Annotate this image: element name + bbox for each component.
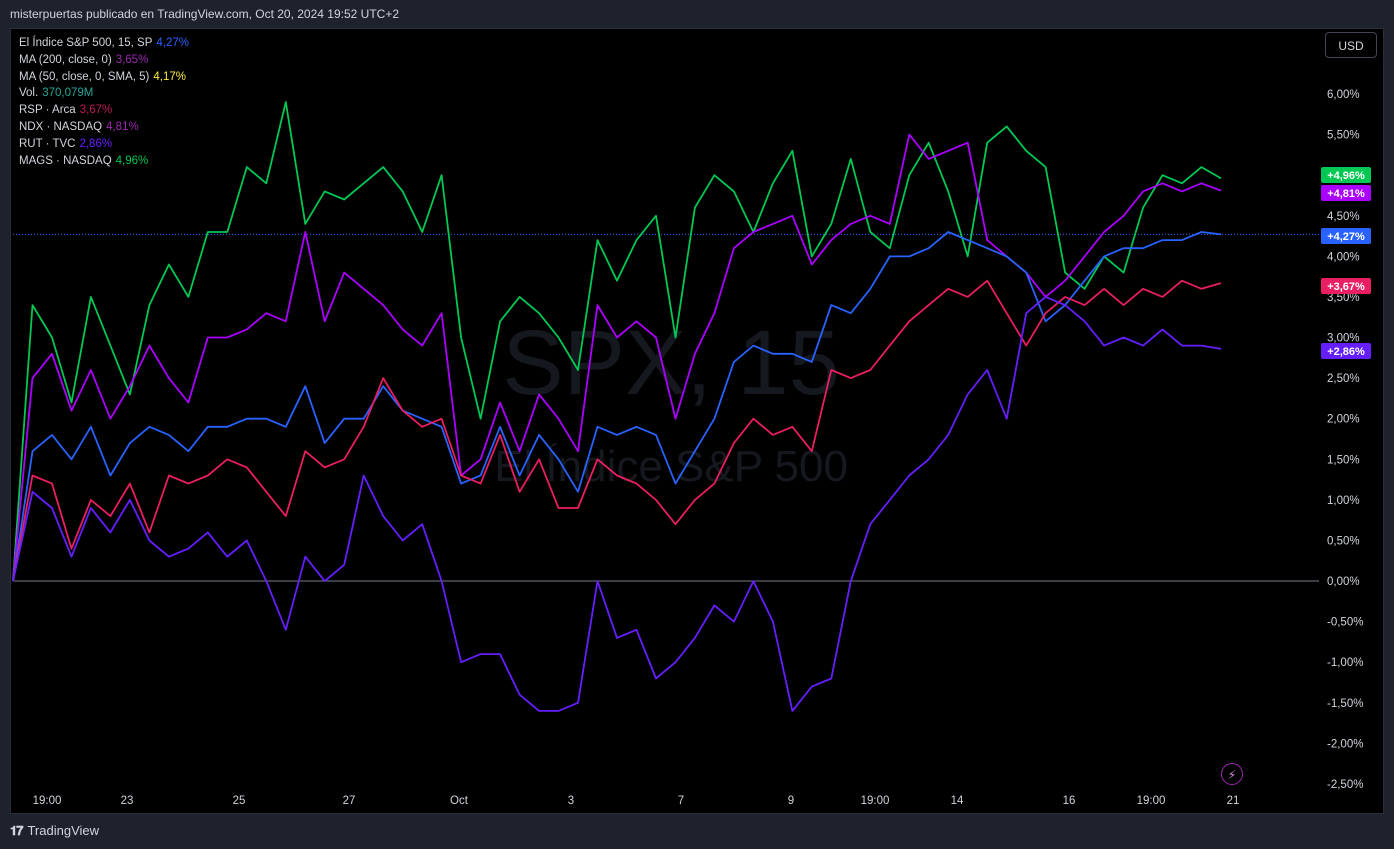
- legend-row[interactable]: NDX · NASDAQ 4,81%: [19, 119, 189, 136]
- footer: 𝟏𝟕 TradingView: [10, 820, 99, 842]
- series-line-3: [12, 279, 1222, 582]
- y-tick-label: -1,00%: [1327, 657, 1363, 669]
- series-line-0: [12, 101, 1222, 582]
- y-tick-label: 2,00%: [1327, 414, 1360, 426]
- y-tick-label: 0,00%: [1327, 576, 1360, 588]
- lightning-icon[interactable]: ⚡: [1221, 763, 1243, 785]
- x-tick-label: 19:00: [1137, 795, 1166, 807]
- currency-button[interactable]: USD: [1325, 32, 1377, 58]
- legend-row[interactable]: RUT · TVC 2,86%: [19, 136, 189, 153]
- legend-label: RUT · TVC: [19, 137, 76, 150]
- y-tick-label: -1,50%: [1327, 698, 1363, 710]
- legend-value: 4,17%: [153, 70, 186, 83]
- last-value-tag: [1321, 343, 1371, 359]
- x-tick-label: 27: [343, 795, 356, 807]
- legend-label: RSP · Arca: [19, 104, 76, 117]
- footer-brand: TradingView: [27, 823, 100, 838]
- legend-row[interactable]: Vol. 370,079M: [19, 85, 189, 102]
- y-tick-label: 3,50%: [1327, 292, 1360, 304]
- y-tick-label: 1,00%: [1327, 495, 1360, 507]
- legend-value: 3,67%: [79, 104, 113, 117]
- x-tick-label: 7: [678, 795, 684, 807]
- legend: El Índice S&P 500, 15, SP 4,27% MA (200, c…: [19, 35, 189, 169]
- legend-value: 370,079M: [42, 87, 94, 100]
- x-tick-label: 16: [1063, 795, 1076, 807]
- legend-value: 4,27%: [156, 37, 190, 49]
- legend-value: 4,96%: [115, 154, 149, 167]
- legend-row[interactable]: MA (200, close, 0) 3,65%: [19, 52, 189, 69]
- last-value-tag: [1321, 228, 1371, 244]
- legend-label: El Índice S&P 500, 15, SP: [19, 37, 153, 49]
- legend-label: MA (50, close, 0, SMA, 5): [19, 70, 150, 83]
- legend-label: NDX · NASDAQ: [19, 120, 103, 133]
- last-value-text: +2,86%: [1327, 346, 1365, 358]
- x-tick-label: 21: [1227, 795, 1240, 807]
- y-tick-label: 4,00%: [1327, 251, 1360, 263]
- x-tick-label: 3: [568, 795, 574, 807]
- y-tick-label: 2,50%: [1327, 373, 1360, 385]
- x-tick-label: 19:00: [861, 795, 890, 807]
- y-tick-label: -2,50%: [1327, 779, 1363, 791]
- y-tick-label: 4,50%: [1327, 211, 1360, 223]
- y-tick-label: 0,50%: [1327, 535, 1360, 547]
- legend-label: MAGS · NASDAQ: [19, 154, 112, 167]
- legend-row[interactable]: RSP · Arca 3,67%: [19, 102, 189, 119]
- tradingview-logo-icon: 𝟏𝟕: [10, 823, 24, 838]
- last-value-tag: [1321, 278, 1371, 294]
- legend-label: MA (200, close, 0): [19, 53, 112, 66]
- x-tick-label: 19:00: [33, 795, 62, 807]
- series-line-4: [12, 295, 1222, 712]
- x-tick-label: 25: [233, 795, 246, 807]
- x-tick-label: Oct: [450, 795, 469, 807]
- last-value-tag: [1321, 167, 1371, 183]
- y-tick-label: -0,50%: [1327, 617, 1363, 629]
- legend-label: Vol.: [19, 87, 39, 100]
- last-value-text: +4,81%: [1327, 188, 1365, 200]
- last-value-text: +3,67%: [1327, 281, 1365, 293]
- y-tick-label: 5,50%: [1327, 130, 1360, 142]
- watermark-name: El Índice S&P 500: [494, 442, 848, 491]
- legend-row[interactable]: MA (50, close, 0, SMA, 5) 4,17%: [19, 69, 189, 86]
- last-value-text: +4,96%: [1327, 170, 1365, 182]
- legend-value: 4,81%: [106, 120, 139, 133]
- legend-value: 2,86%: [79, 137, 113, 150]
- y-tick-label: 1,50%: [1327, 454, 1360, 466]
- publisher-header: misterpuertas publicado en TradingView.c…: [10, 7, 399, 21]
- series-line-2: [12, 231, 1222, 582]
- x-tick-label: 23: [121, 795, 134, 807]
- y-tick-label: -2,00%: [1327, 738, 1363, 750]
- y-tick-label: 3,00%: [1327, 333, 1360, 345]
- legend-row[interactable]: MAGS · NASDAQ 4,96%: [19, 153, 189, 170]
- last-value-text: +4,27%: [1327, 231, 1365, 243]
- x-tick-label: 14: [951, 795, 964, 807]
- y-tick-label: 6,00%: [1327, 89, 1360, 101]
- legend-value: 3,65%: [115, 53, 149, 66]
- x-tick-label: 9: [788, 795, 794, 807]
- last-value-tag: [1321, 185, 1371, 201]
- legend-row[interactable]: El Índice S&P 500, 15, SP 4,27%: [19, 35, 189, 52]
